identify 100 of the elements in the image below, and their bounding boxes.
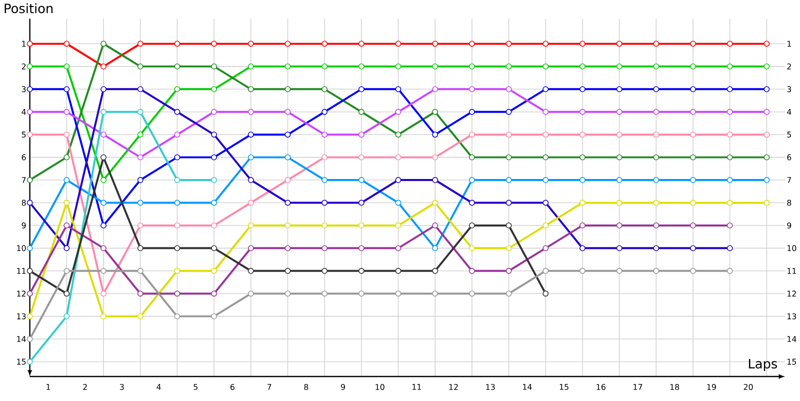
point: [26, 108, 33, 115]
point: [616, 154, 622, 160]
point: [506, 245, 512, 251]
point: [137, 200, 144, 206]
point: [580, 63, 586, 70]
point: [64, 245, 70, 251]
point: [248, 268, 254, 274]
point: [432, 108, 438, 115]
point: [64, 290, 70, 296]
point: [248, 222, 254, 228]
point: [322, 200, 328, 206]
point: [653, 268, 660, 274]
point: [322, 290, 328, 296]
point: [174, 268, 180, 274]
point: [322, 268, 328, 274]
point: [764, 63, 770, 70]
point: [211, 290, 218, 296]
point: [395, 245, 402, 251]
point: [653, 200, 660, 206]
point: [137, 63, 144, 70]
point: [64, 40, 70, 47]
point: [137, 40, 144, 47]
point: [506, 40, 512, 47]
point: [100, 86, 106, 92]
point: [358, 245, 364, 251]
point: [211, 40, 218, 47]
point: [137, 268, 144, 274]
point: [211, 154, 218, 160]
point: [322, 40, 328, 47]
point: [653, 86, 660, 92]
point: [580, 200, 586, 206]
point: [580, 176, 586, 183]
point: [542, 131, 549, 138]
point: [322, 245, 328, 251]
point: [726, 176, 733, 183]
point: [137, 131, 144, 138]
point: [284, 86, 291, 92]
point: [690, 268, 696, 274]
point: [174, 176, 180, 183]
point: [690, 154, 696, 160]
point: [26, 86, 33, 92]
point: [174, 313, 180, 320]
point: [726, 86, 733, 92]
point: [726, 200, 733, 206]
point: [322, 154, 328, 160]
point: [432, 245, 438, 251]
point: [64, 131, 70, 138]
point: [211, 108, 218, 115]
point: [358, 108, 364, 115]
point: [322, 131, 328, 138]
point: [542, 40, 549, 47]
point: [506, 63, 512, 70]
point: [616, 86, 622, 92]
point: [580, 86, 586, 92]
point: [211, 131, 218, 138]
point: [211, 200, 218, 206]
point: [100, 200, 106, 206]
point: [211, 222, 218, 228]
point: [764, 40, 770, 47]
point: [100, 290, 106, 296]
point: [248, 108, 254, 115]
point: [26, 336, 33, 342]
point: [542, 222, 549, 228]
point: [137, 86, 144, 92]
point: [395, 86, 402, 92]
point: [174, 108, 180, 115]
point: [432, 63, 438, 70]
point: [211, 63, 218, 70]
point: [211, 268, 218, 274]
point: [211, 86, 218, 92]
point: [542, 154, 549, 160]
point: [653, 63, 660, 70]
point: [358, 222, 364, 228]
point: [542, 86, 549, 92]
point: [506, 108, 512, 115]
point: [26, 176, 33, 183]
point: [726, 222, 733, 228]
point: [764, 108, 770, 115]
point: [690, 200, 696, 206]
point: [726, 63, 733, 70]
point: [542, 290, 549, 296]
point: [358, 176, 364, 183]
point: [726, 245, 733, 251]
point: [26, 131, 33, 138]
point: [542, 200, 549, 206]
point: [616, 222, 622, 228]
point: [690, 245, 696, 251]
point: [100, 154, 106, 160]
point: [174, 86, 180, 92]
x-axis-title: Laps: [748, 358, 778, 371]
point: [432, 131, 438, 138]
point: [395, 200, 402, 206]
point: [432, 176, 438, 183]
point: [432, 154, 438, 160]
point: [137, 108, 144, 115]
point: [248, 40, 254, 47]
point: [358, 63, 364, 70]
point: [284, 222, 291, 228]
point: [100, 176, 106, 183]
point: [137, 154, 144, 160]
